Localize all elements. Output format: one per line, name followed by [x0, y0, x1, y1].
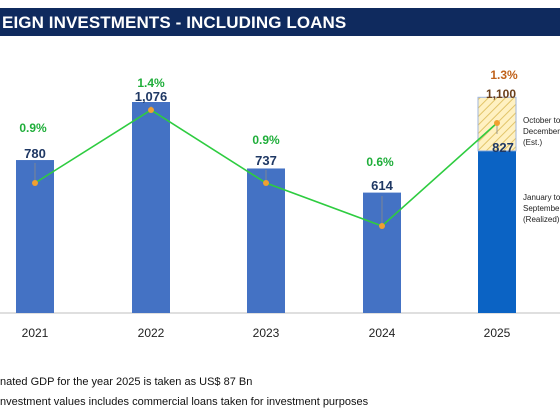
x-tick-label-2023: 2023: [253, 326, 280, 340]
x-tick-label-2021: 2021: [22, 326, 49, 340]
value-label-2025-total: 1,100: [486, 87, 516, 101]
x-tick-label-2025: 2025: [484, 326, 511, 340]
annotation-estimate-line: December: [523, 127, 560, 136]
value-label-2025: 827: [492, 140, 514, 155]
page-title: EIGN INVESTMENTS - INCLUDING LOANS: [2, 13, 347, 32]
annotation-realized-line: (Realized): [523, 215, 560, 224]
percent-label-2025: 1.3%: [490, 68, 518, 82]
title-bar: EIGN INVESTMENTS - INCLUDING LOANS: [0, 8, 560, 36]
bar-2022: [132, 102, 170, 313]
bar-2025: [478, 150, 516, 313]
gdp-percent-marker-2021: [32, 180, 38, 186]
value-label-2023: 737: [255, 153, 277, 168]
x-tick-label-2024: 2024: [369, 326, 396, 340]
x-tick-label-2022: 2022: [138, 326, 165, 340]
value-label-2022: 1,076: [135, 89, 168, 104]
bar-2023: [247, 168, 285, 313]
gdp-percent-marker-2022: [148, 107, 154, 113]
footnote-gdp: nated GDP for the year 2025 is taken as …: [0, 376, 253, 388]
annotation-estimate-line: October to: [523, 116, 560, 125]
percent-label-2024: 0.6%: [366, 155, 394, 169]
gdp-percent-marker-2023: [263, 180, 269, 186]
annotation-realized-line: January to: [523, 193, 560, 202]
value-label-2024: 614: [371, 178, 393, 193]
annotation-estimate-line: (Est.): [523, 138, 542, 147]
percent-label-2023: 0.9%: [252, 133, 280, 147]
annotation-realized-line: September: [523, 204, 560, 213]
gdp-percent-marker-2024: [379, 223, 385, 229]
percent-label-2021: 0.9%: [19, 121, 47, 135]
percent-label-2022: 1.4%: [137, 76, 165, 90]
value-label-2021: 780: [24, 146, 46, 161]
gdp-percent-marker-2025: [494, 120, 500, 126]
footnote-loans: nvestment values includes commercial loa…: [0, 396, 369, 408]
